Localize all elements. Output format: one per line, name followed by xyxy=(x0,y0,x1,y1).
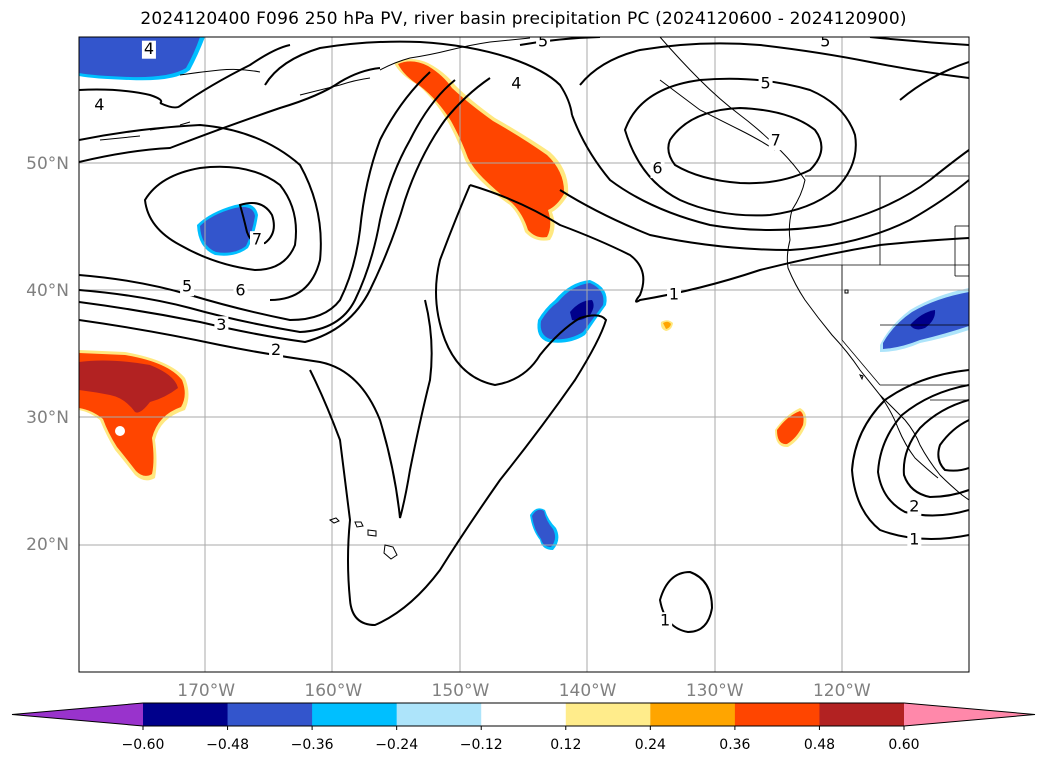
longitude-label: 170°W xyxy=(177,681,235,701)
colorbar-tick-label: 0.36 xyxy=(719,737,750,753)
contour-label: 7 xyxy=(252,230,262,249)
contour-label-bg xyxy=(758,74,773,93)
contour-label: 5 xyxy=(820,32,830,51)
colorbar-tick-label: −0.60 xyxy=(122,737,165,753)
region-south-blue xyxy=(530,508,559,550)
contour-label: 2 xyxy=(909,496,919,515)
contour-label: 1 xyxy=(909,529,919,548)
contour-label: 4 xyxy=(144,39,154,58)
contour-label-bg xyxy=(818,37,833,52)
latitude-labels: 50°N 40°N 30°N 20°N xyxy=(26,154,69,555)
latitude-label: 20°N xyxy=(26,535,69,555)
contour-label-bg xyxy=(509,74,524,93)
longitude-label: 120°W xyxy=(813,681,871,701)
contour-label-bg xyxy=(907,530,922,549)
contour-label: 5 xyxy=(760,73,770,92)
contour-label-bg xyxy=(536,37,551,52)
colorbar-segment xyxy=(650,703,736,726)
contour-label-bg xyxy=(269,341,284,360)
longitude-labels: 170°W 160°W 150°W 140°W 130°W 120°W xyxy=(177,681,871,701)
contour-label-bg xyxy=(233,282,248,300)
contour-label-bg xyxy=(907,497,922,516)
contour-label-bg xyxy=(768,132,783,151)
contour-label: 1 xyxy=(669,284,679,303)
colorbar-extend-high xyxy=(904,703,1035,726)
longitude-label: 140°W xyxy=(559,681,617,701)
colorbar-segment xyxy=(143,703,229,726)
map-frame xyxy=(78,36,970,673)
contour-label: 1 xyxy=(660,611,670,630)
political-borders xyxy=(790,175,969,401)
shaded-regions xyxy=(79,37,969,550)
colorbar-segment xyxy=(734,703,820,726)
contour-label-bg xyxy=(650,160,665,179)
latitude-label: 50°N xyxy=(26,154,69,174)
longitude-label: 150°W xyxy=(432,681,490,701)
contour-label-bg xyxy=(141,40,156,59)
region-offshore-blue xyxy=(537,280,607,343)
contour-label: 2 xyxy=(271,340,281,359)
colorbar-segment xyxy=(819,703,905,726)
colorbar-segment xyxy=(565,703,651,726)
region-west-orange-red xyxy=(79,350,189,481)
contour-label-bg xyxy=(667,285,682,304)
contour-label: 7 xyxy=(771,131,781,150)
colorbar-tick-label: 0.48 xyxy=(804,737,835,753)
colorbar-tick-label: −0.12 xyxy=(460,737,503,753)
colorbar-segment xyxy=(227,703,313,726)
colorbar-tick-label: 0.60 xyxy=(888,737,919,753)
colorbar-tick-label: 0.12 xyxy=(550,737,581,753)
contour-label: 4 xyxy=(94,95,104,114)
colorbar-tick-label: −0.48 xyxy=(206,737,249,753)
colorbar-tick-label: 0.24 xyxy=(635,737,666,753)
region-alaska-orange xyxy=(394,59,569,241)
contour-label: 4 xyxy=(511,73,521,92)
colorbar-tick-label: −0.36 xyxy=(291,737,334,753)
contour-label-bg xyxy=(214,316,229,335)
contour-label-bg xyxy=(180,278,195,297)
longitude-label: 130°W xyxy=(686,681,744,701)
colorbar: −0.60 −0.48 −0.36 −0.24 −0.12 0.12 0.24 0.36 0.4… xyxy=(11,702,1036,753)
contour-label-bg xyxy=(250,231,264,250)
colorbar-tick-label: −0.24 xyxy=(375,737,418,753)
contour-label: 3 xyxy=(216,315,226,334)
region-california-blue xyxy=(880,288,969,352)
map-title: 2024120400 F096 250 hPa PV, river basin … xyxy=(140,9,907,29)
region-central-blue xyxy=(197,203,258,256)
contour-label: 5 xyxy=(182,277,192,296)
latitude-label: 30°N xyxy=(26,408,69,428)
colorbar-segment xyxy=(396,703,482,726)
contour-label-bg xyxy=(658,612,673,631)
contour-label: 6 xyxy=(652,159,662,178)
colorbar-extend-low xyxy=(12,703,143,726)
contour-label-bg xyxy=(92,96,107,115)
graticule xyxy=(79,37,969,672)
contour-label: 6 xyxy=(235,281,245,300)
contour-label: 5 xyxy=(538,32,548,51)
colorbar-segment xyxy=(481,703,567,726)
longitude-label: 160°W xyxy=(304,681,362,701)
region-baja-orange xyxy=(775,408,807,448)
latitude-label: 40°N xyxy=(26,281,69,301)
colorbar-segment xyxy=(312,703,398,726)
